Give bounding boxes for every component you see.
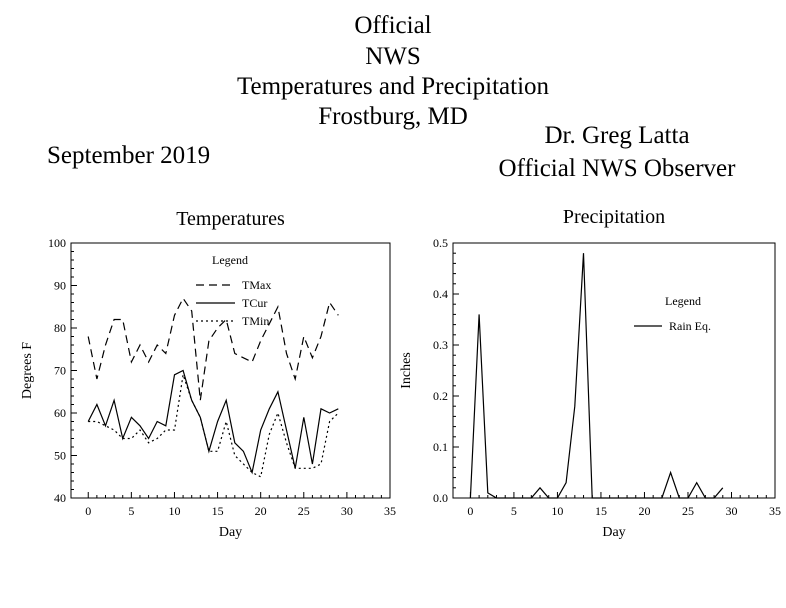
precip-legend-label: Rain Eq. — [669, 319, 711, 333]
precip-x-tick-label: 10 — [551, 504, 563, 518]
precip-x-tick-label: 25 — [682, 504, 694, 518]
temp-y-axis-label: Degrees F — [20, 342, 35, 399]
temp-y-tick-label: 50 — [54, 449, 66, 463]
temp-legend-label: TMax — [242, 278, 271, 292]
precip-x-tick-label: 5 — [511, 504, 517, 518]
precip-x-tick-label: 15 — [595, 504, 607, 518]
temp-x-tick-label: 20 — [255, 504, 267, 518]
title-line-official: Official — [354, 12, 432, 39]
temp-series-line-tmax — [87, 297, 339, 401]
title-line-nws: NWS — [365, 43, 421, 70]
precip-y-tick-label: 0.3 — [433, 338, 448, 352]
temp-x-tick-label: 0 — [85, 504, 91, 518]
report-month: September 2019 — [47, 142, 211, 169]
temp-x-tick-label: 15 — [212, 504, 224, 518]
temp-x-tick-label: 30 — [341, 504, 353, 518]
temp-series-line-tmin — [88, 374, 339, 478]
temp-x-tick-label: 5 — [128, 504, 134, 518]
precip-series-line-rain-eq — [469, 253, 724, 499]
title-line-location: Frostburg, MD — [318, 103, 468, 130]
precip-legend-title: Legend — [665, 294, 701, 308]
precip-plot-frame — [452, 242, 776, 499]
precip-x-axis-label: Day — [602, 525, 625, 540]
temp-y-tick-label: 60 — [54, 406, 66, 420]
precip-y-axis-label: Inches — [399, 352, 414, 389]
temp-plot-frame — [70, 242, 391, 499]
title-line-temps-precip: Temperatures and Precipitation — [236, 73, 550, 100]
precip-y-tick-label: 0.0 — [433, 491, 448, 505]
temp-y-tick-label: 90 — [54, 279, 66, 293]
precip-chart-title: Precipitation — [563, 206, 665, 228]
temp-chart-title: Temperatures — [176, 208, 285, 230]
temp-y-tick-label: 100 — [48, 236, 66, 250]
precip-x-tick-label: 0 — [467, 504, 473, 518]
precip-x-tick-label: 20 — [638, 504, 650, 518]
temp-y-tick-label: 40 — [54, 491, 66, 505]
temp-y-tick-label: 70 — [54, 364, 66, 378]
temp-x-tick-label: 35 — [384, 504, 396, 518]
precip-y-tick-label: 0.2 — [433, 389, 448, 403]
precip-x-tick-label: 30 — [725, 504, 737, 518]
temp-x-tick-label: 10 — [168, 504, 180, 518]
temp-x-tick-label: 25 — [298, 504, 310, 518]
temp-legend-label: TMin — [242, 314, 269, 328]
observer-title: Official NWS Observer — [498, 155, 736, 182]
precip-x-tick-label: 35 — [769, 504, 781, 518]
temp-legend-title: Legend — [212, 253, 248, 267]
precip-y-tick-label: 0.5 — [433, 236, 448, 250]
temp-series-line-tcur — [87, 369, 339, 475]
temp-y-tick-label: 80 — [54, 321, 66, 335]
precip-y-tick-label: 0.4 — [433, 287, 448, 301]
observer-name: Dr. Greg Latta — [544, 122, 690, 149]
temp-legend-label: TCur — [242, 296, 267, 310]
temp-x-axis-label: Day — [219, 525, 242, 540]
precip-y-tick-label: 0.1 — [433, 440, 448, 454]
